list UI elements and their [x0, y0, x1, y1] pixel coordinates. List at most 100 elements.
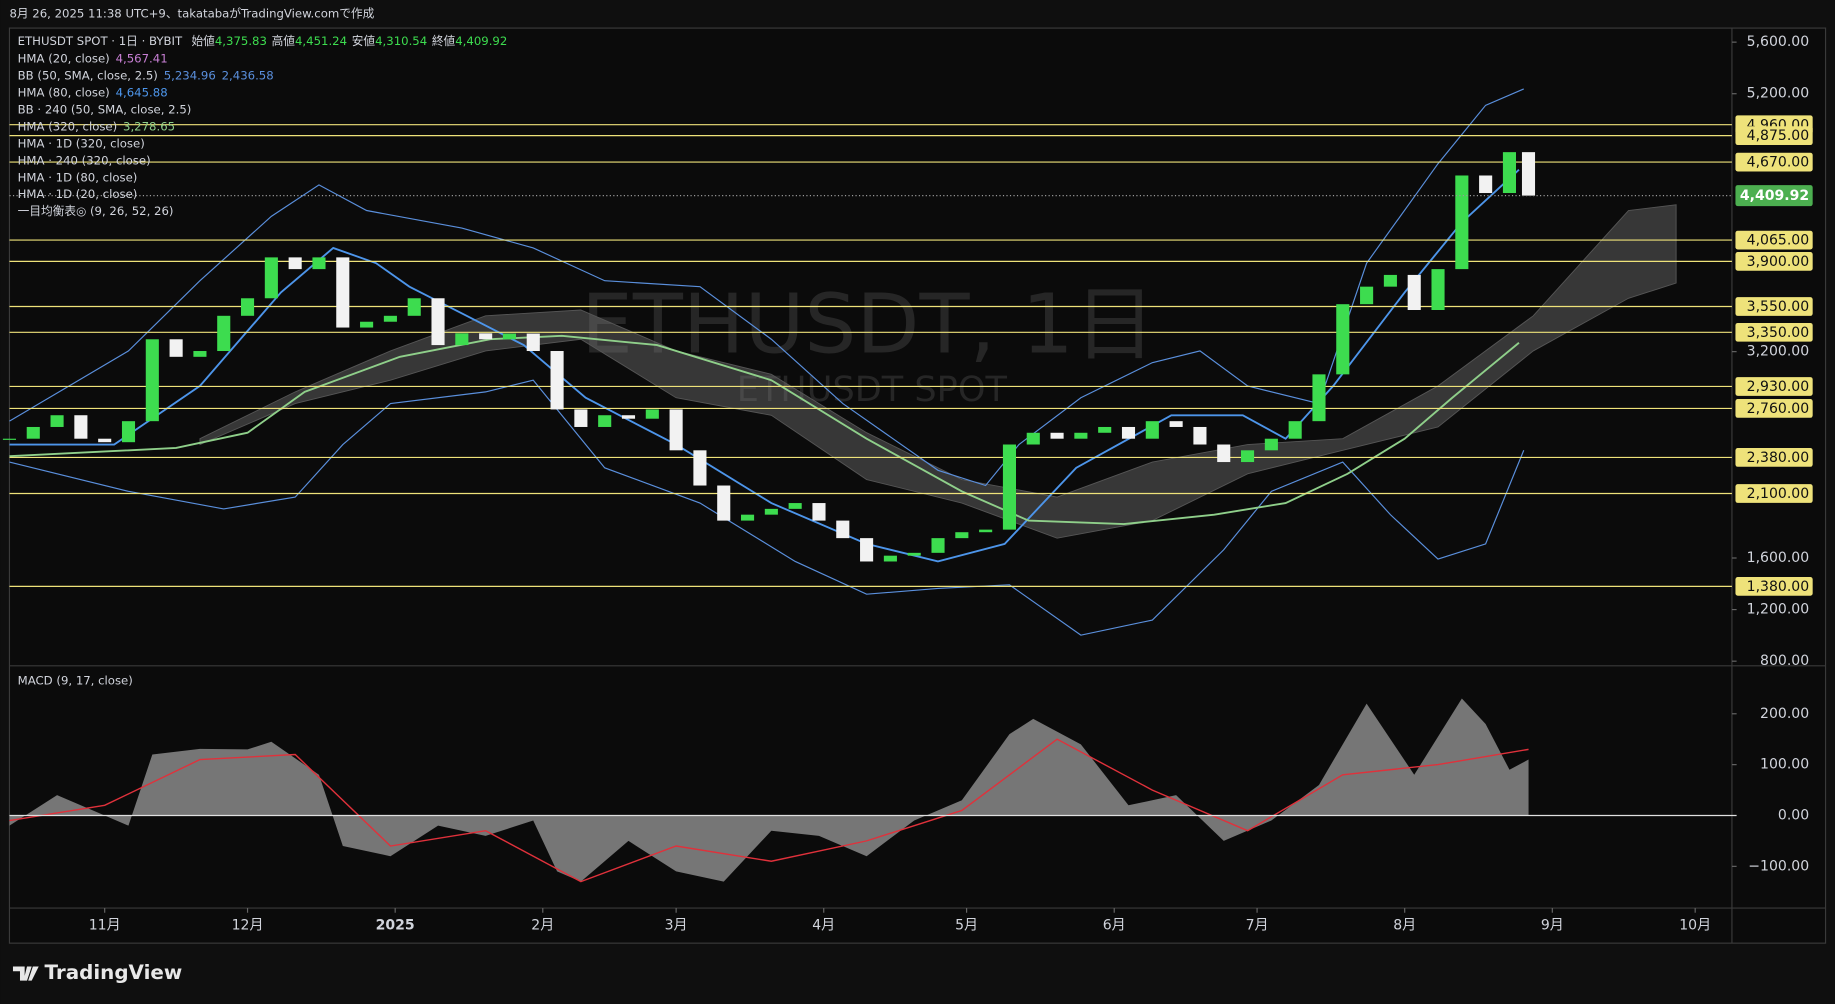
candle: [1241, 450, 1255, 463]
candle: [526, 333, 540, 352]
level-label: 2,760.00: [1747, 401, 1809, 417]
candle: [836, 520, 850, 539]
ohlc-value: 4,451.24: [295, 33, 347, 47]
candle: [288, 257, 302, 270]
candle: [1431, 269, 1445, 311]
candle: [669, 409, 683, 451]
candle: [360, 321, 374, 328]
legend-name: HMA (20, close): [18, 51, 110, 65]
candle: [1407, 274, 1421, 311]
level-label-box: [1735, 377, 1813, 396]
level-label: 3,550.00: [1747, 299, 1809, 315]
x-tick-label: 6月: [1103, 918, 1126, 934]
legend-value: 4,645.88: [116, 85, 168, 99]
y-tick-label: 1,200.00: [1747, 602, 1809, 618]
header-text: 8月 26, 2025 11:38 UTC+9、takatabaがTrading…: [9, 7, 374, 21]
candle: [1312, 374, 1326, 422]
candle: [50, 415, 64, 427]
candle: [907, 552, 921, 556]
candle: [312, 257, 326, 270]
candle: [1360, 286, 1374, 305]
x-tick-label: 10月: [1679, 918, 1711, 934]
legend-value: 4,567.41: [116, 51, 168, 65]
candle: [502, 333, 517, 340]
legend-entry: HMA · 1D (320, close): [18, 136, 145, 150]
y-tick-label: 800.00: [1760, 653, 1809, 669]
candle: [383, 315, 397, 322]
candle: [764, 508, 778, 515]
candle: [2, 438, 17, 440]
candle: [1217, 444, 1231, 463]
x-tick-label: 2月: [531, 918, 554, 934]
plot-area: 5,600.00 5,200.00 3,200.00 1,600.00 1,200.00…: [2, 34, 1813, 934]
level-label: 3,350.00: [1747, 325, 1809, 341]
legend-name: HMA (80, close): [18, 85, 110, 99]
candle: [1074, 432, 1088, 439]
candle: [693, 450, 707, 486]
legend-name: 一目均衡表◎ (9, 26, 52, 26): [18, 204, 174, 218]
candle: [1336, 304, 1350, 375]
level-label: 4,875.00: [1747, 128, 1809, 144]
ohlc-value: 4,409.92: [455, 33, 507, 47]
candle: [621, 415, 636, 419]
candle: [1169, 421, 1183, 427]
ichimoku-cloud: [199, 204, 1677, 539]
level-label-box: [1735, 126, 1813, 146]
legend-entry: HMA (20, close) 4,567.41: [18, 51, 168, 65]
watermark-title: ETHUSDT, 1日: [581, 277, 1156, 372]
legend-name: HMA · 1D (320, close): [18, 136, 145, 150]
ohlc-label: 終値: [432, 33, 456, 47]
candle: [1050, 432, 1064, 439]
candle: [217, 315, 231, 352]
candle: [1455, 175, 1469, 270]
x-tick-label: 9月: [1541, 918, 1564, 934]
candle: [336, 257, 350, 328]
level-label: 3,900.00: [1747, 254, 1809, 270]
candle: [1502, 152, 1517, 194]
legend-value: 5,234.96: [164, 68, 216, 82]
legend-value: 3,278.65: [123, 119, 175, 133]
symbol: ETHUSDT SPOT · 1日 · BYBIT: [18, 33, 183, 47]
legend-name: HMA · 1D (20, close): [18, 187, 138, 201]
legend-name: BB · 240 (50, SMA, close, 2.5): [18, 102, 192, 116]
x-tick-label: 11月: [89, 918, 121, 934]
candle: [121, 421, 136, 443]
candle: [550, 351, 564, 410]
legend-name: HMA · 240 (320, close): [18, 153, 151, 167]
legend-entry: HMA (320, close) 3,278.65: [18, 119, 175, 133]
candle: [264, 257, 278, 299]
symbol-line: ETHUSDT SPOT · 1日 · BYBIT 始値4,375.83 高値4,4…: [18, 33, 508, 47]
candle: [1121, 426, 1136, 439]
legend: ETHUSDT SPOT · 1日 · BYBIT 始値4,375.83 高値4,4…: [18, 33, 508, 217]
level-label-box: [1735, 577, 1813, 596]
candle: [1193, 426, 1207, 445]
logo-icon: [12, 966, 39, 981]
last-price-label: 4,409.92: [1740, 188, 1809, 204]
ohlc-label: 安値: [352, 33, 376, 47]
candle: [1288, 421, 1302, 439]
macd-y-tick-label: −100.00: [1748, 858, 1809, 874]
level-label-box: [1735, 252, 1813, 271]
legend-name: BB (50, SMA, close, 2.5): [18, 68, 158, 82]
macd-signal: [9, 738, 1529, 883]
level-label-box: [1735, 448, 1813, 467]
candle: [1383, 274, 1397, 287]
x-tick-label: 2025: [376, 918, 415, 934]
level-label-box: [1735, 322, 1813, 342]
macd-y-tick-label: 100.00: [1760, 757, 1809, 773]
candle: [574, 409, 588, 427]
candle: [645, 409, 659, 419]
indicator-line: [9, 88, 1524, 487]
candle: [479, 333, 493, 340]
y-tick-label: 5,600.00: [1747, 34, 1809, 50]
level-label-box: [1735, 484, 1813, 503]
legend-value: 2,436.58: [222, 68, 274, 82]
legend-entry: HMA · 1D (80, close): [18, 170, 138, 184]
ohlc-label: 高値: [272, 33, 296, 47]
watermark: ETHUSDT, 1日 ETHUSDT SPOT: [581, 277, 1156, 409]
legend-entry: HMA (80, close) 4,645.88: [18, 85, 168, 99]
candle: [979, 529, 993, 533]
candle: [98, 438, 112, 443]
level-label-box: [1735, 297, 1813, 316]
legend-entry: 一目均衡表◎ (9, 26, 52, 26): [18, 204, 174, 218]
